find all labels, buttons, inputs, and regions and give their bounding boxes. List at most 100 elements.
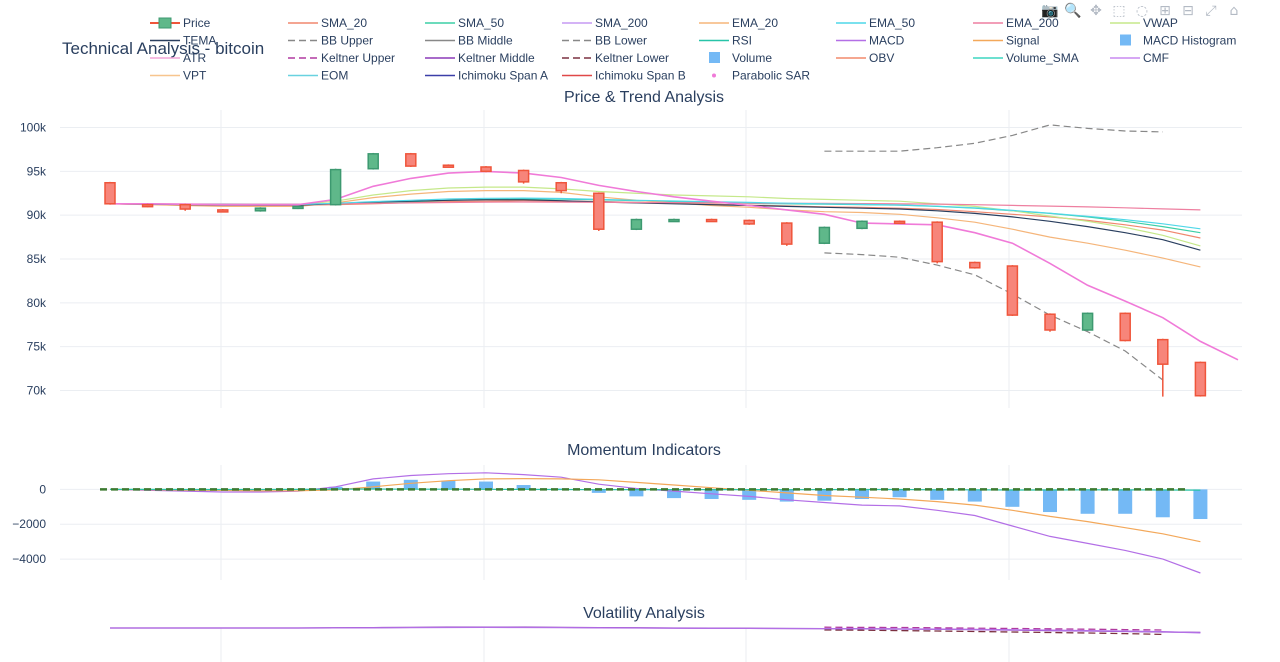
y-tick-label: 100k bbox=[20, 121, 47, 135]
candle[interactable] bbox=[781, 222, 793, 246]
legend-item-sma-50[interactable]: SMA_50 bbox=[425, 16, 504, 30]
legend-item-sma-20[interactable]: SMA_20 bbox=[288, 16, 367, 30]
candle-body bbox=[856, 220, 868, 230]
candle[interactable] bbox=[969, 261, 981, 269]
candle[interactable] bbox=[705, 218, 718, 223]
legend-item-price[interactable]: Price bbox=[150, 16, 211, 30]
macd-histogram-bar[interactable] bbox=[629, 489, 644, 497]
candle[interactable] bbox=[329, 168, 342, 206]
macd-histogram-bar[interactable] bbox=[1118, 489, 1133, 514]
candle[interactable] bbox=[1157, 338, 1169, 397]
zoom-in-icon[interactable]: ⊞ bbox=[1159, 3, 1171, 19]
macd-histogram-bar[interactable] bbox=[479, 481, 493, 490]
box-select-icon[interactable]: ⬚ bbox=[1112, 3, 1126, 19]
macd-histogram-bar[interactable] bbox=[892, 489, 907, 498]
candle[interactable] bbox=[367, 152, 379, 170]
candle[interactable] bbox=[292, 205, 304, 210]
candle[interactable] bbox=[179, 203, 191, 211]
legend-item-keltner-upper[interactable]: Keltner Upper bbox=[288, 51, 395, 65]
macd-histogram-bar[interactable] bbox=[1193, 489, 1208, 520]
legend-item-signal[interactable]: Signal bbox=[973, 34, 1039, 48]
candle[interactable] bbox=[893, 220, 906, 225]
legend-item-macd[interactable]: MACD bbox=[836, 34, 905, 48]
candle-body bbox=[367, 153, 379, 170]
legend-swatch bbox=[158, 17, 172, 29]
candle[interactable] bbox=[1044, 313, 1056, 332]
candle[interactable] bbox=[743, 219, 755, 225]
legend-item-keltner-middle[interactable]: Keltner Middle bbox=[425, 51, 535, 65]
candle[interactable] bbox=[668, 218, 680, 223]
candle[interactable] bbox=[1119, 312, 1131, 342]
macd-histogram-bar[interactable] bbox=[1043, 489, 1057, 513]
candle[interactable] bbox=[217, 209, 229, 213]
candle[interactable] bbox=[141, 203, 154, 208]
legend-item-ema-20[interactable]: EMA_20 bbox=[699, 16, 778, 30]
candle[interactable] bbox=[1194, 361, 1207, 397]
candle-body bbox=[1157, 338, 1169, 365]
legend-item-keltner-lower[interactable]: Keltner Lower bbox=[562, 51, 669, 65]
zoom-icon[interactable]: 🔍 bbox=[1064, 3, 1082, 19]
legend-label: SMA_20 bbox=[321, 16, 367, 30]
candle[interactable] bbox=[254, 207, 267, 212]
candle[interactable] bbox=[818, 226, 831, 245]
legend-item-macd-histogram[interactable]: MACD Histogram bbox=[1120, 34, 1236, 48]
legend-item-eom[interactable]: EOM bbox=[288, 69, 348, 83]
macd-histogram-bar[interactable] bbox=[855, 489, 869, 499]
legend-item-vwap[interactable]: VWAP bbox=[1110, 16, 1178, 30]
candle[interactable] bbox=[593, 192, 605, 231]
macd-histogram-bar[interactable] bbox=[930, 489, 945, 500]
autoscale-icon[interactable]: ⤢ bbox=[1205, 3, 1217, 19]
candle[interactable] bbox=[104, 181, 116, 205]
candle[interactable] bbox=[630, 218, 643, 231]
candle[interactable] bbox=[931, 221, 943, 264]
legend-item-bb-lower[interactable]: BB Lower bbox=[562, 34, 647, 48]
camera-icon[interactable]: 📷 bbox=[1041, 3, 1059, 19]
legend-item-ichimoku-span-a[interactable]: Ichimoku Span A bbox=[425, 69, 548, 83]
macd-histogram-bar[interactable] bbox=[516, 485, 531, 490]
candle-body bbox=[593, 192, 605, 230]
macd-histogram-bar[interactable] bbox=[1080, 489, 1095, 514]
legend-item-tema[interactable]: TEMA bbox=[150, 34, 216, 48]
lasso-select-icon[interactable]: ◌ bbox=[1135, 3, 1149, 19]
legend-item-vpt[interactable]: VPT bbox=[150, 69, 207, 83]
legend-item-volume[interactable]: Volume bbox=[709, 51, 772, 65]
candle[interactable] bbox=[856, 220, 868, 230]
macd-histogram-bar[interactable] bbox=[591, 489, 606, 493]
legend-label: Keltner Middle bbox=[458, 51, 535, 65]
legend-item-parabolic-sar[interactable]: Parabolic SAR bbox=[712, 69, 810, 83]
candle[interactable] bbox=[405, 152, 417, 167]
candle[interactable] bbox=[1006, 265, 1019, 316]
macd-histogram-bar[interactable] bbox=[742, 489, 757, 500]
legend-item-obv[interactable]: OBV bbox=[836, 51, 894, 65]
home-icon[interactable]: ⌂ bbox=[1229, 3, 1239, 19]
macd-histogram-bar[interactable] bbox=[1005, 489, 1020, 507]
legend-item-volume-sma[interactable]: Volume_SMA bbox=[973, 51, 1079, 65]
zoom-out-icon[interactable]: ⊟ bbox=[1182, 3, 1194, 19]
legend-item-cmf[interactable]: CMF bbox=[1110, 51, 1169, 65]
legend-item-atr[interactable]: ATR bbox=[150, 51, 206, 65]
legend-item-rsi[interactable]: RSI bbox=[699, 34, 752, 48]
candle-body bbox=[1006, 265, 1019, 316]
legend-item-sma-200[interactable]: SMA_200 bbox=[562, 16, 648, 30]
macd-histogram-bar[interactable] bbox=[667, 489, 681, 499]
legend-item-ema-200[interactable]: EMA_200 bbox=[973, 16, 1059, 30]
macd-histogram-bar[interactable] bbox=[441, 480, 456, 490]
candle[interactable] bbox=[517, 169, 530, 184]
legend-item-ema-50[interactable]: EMA_50 bbox=[836, 16, 915, 30]
candle[interactable] bbox=[480, 166, 492, 173]
legend-item-bb-middle[interactable]: BB Middle bbox=[425, 34, 513, 48]
y-tick-label: 90k bbox=[27, 208, 47, 222]
legend-item-ichimoku-span-b[interactable]: Ichimoku Span B bbox=[562, 69, 686, 83]
macd-histogram-bar[interactable] bbox=[967, 489, 982, 502]
pan-icon[interactable]: ✥ bbox=[1090, 3, 1102, 19]
series-bb-upper bbox=[824, 124, 1163, 152]
legend-item-bb-upper[interactable]: BB Upper bbox=[288, 34, 373, 48]
macd-histogram-bar[interactable] bbox=[366, 481, 381, 490]
candle[interactable] bbox=[1081, 312, 1094, 331]
macd-histogram-bar[interactable] bbox=[403, 479, 418, 490]
candle[interactable] bbox=[442, 164, 455, 168]
y-tick-label: 0 bbox=[39, 482, 46, 496]
macd-histogram-bar[interactable] bbox=[1155, 489, 1170, 518]
candle[interactable] bbox=[555, 181, 567, 194]
macd-histogram-bar[interactable] bbox=[328, 486, 343, 490]
